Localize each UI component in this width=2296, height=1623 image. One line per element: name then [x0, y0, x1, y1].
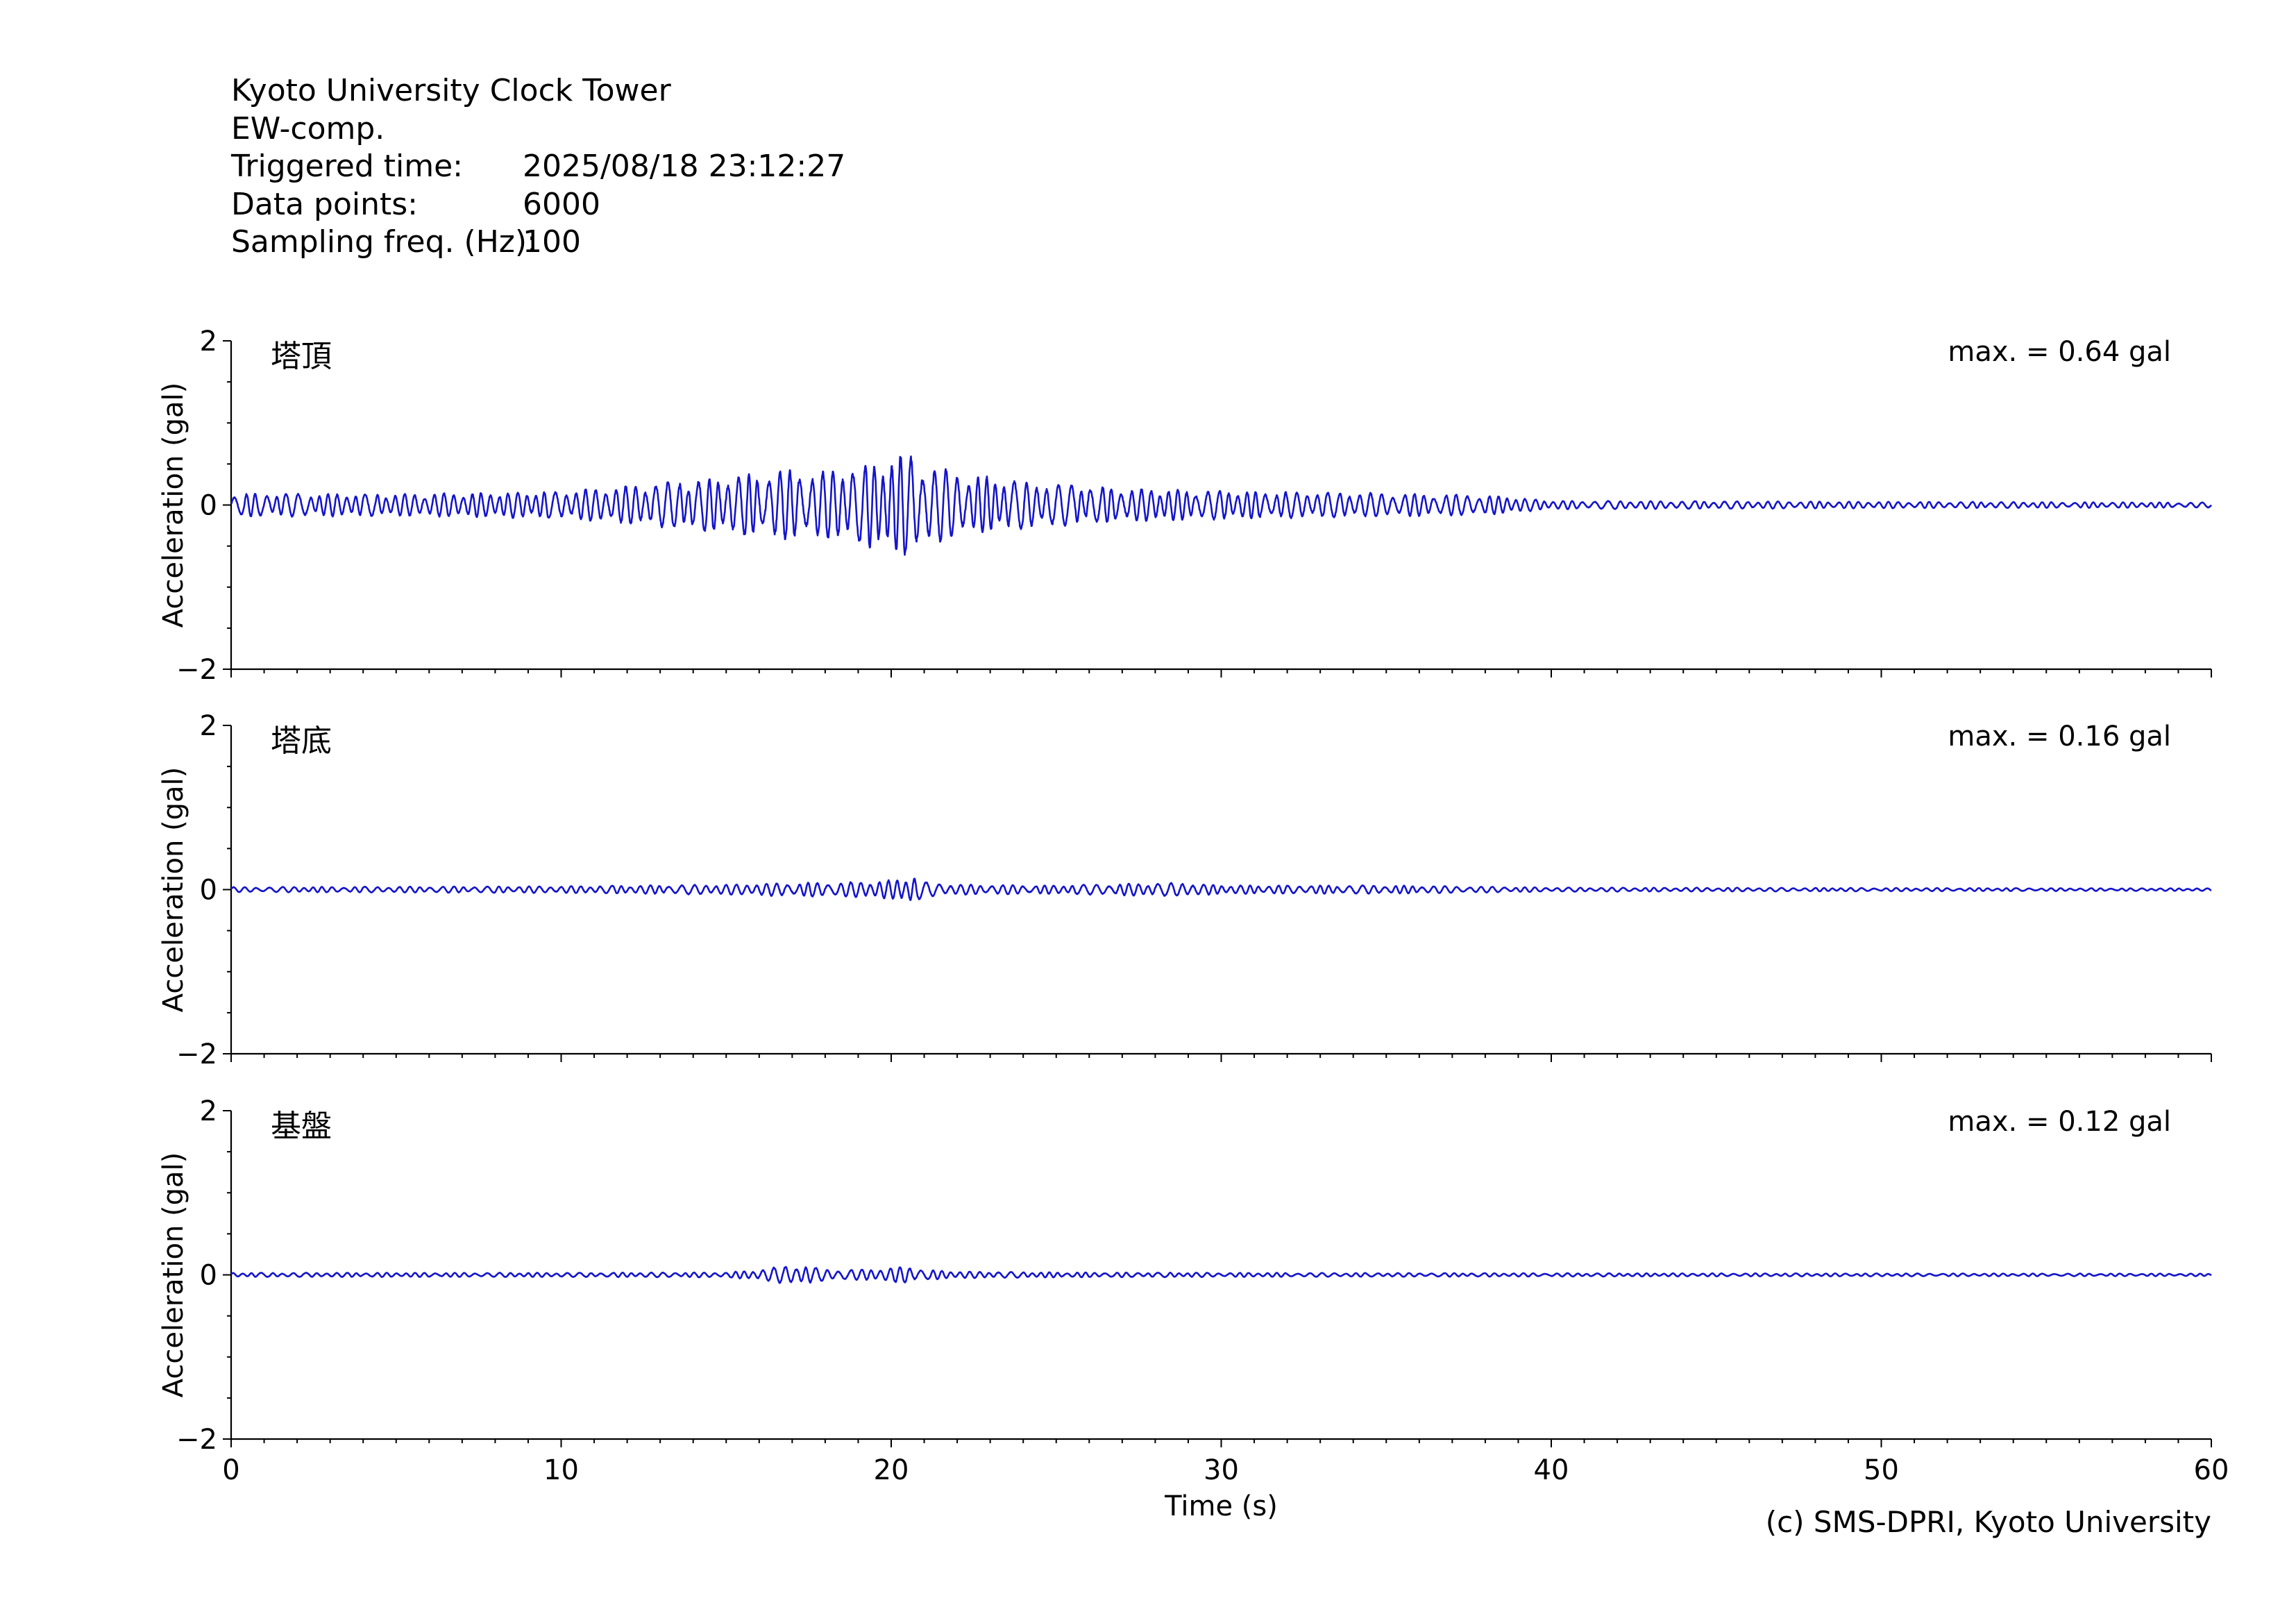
sampling-freq-row: Sampling freq. (Hz):100: [231, 224, 845, 262]
panel-3-xtick-label: 10: [543, 1454, 579, 1486]
panel-3-xtick-label: 0: [222, 1454, 239, 1486]
panel-1-waveform: [230, 455, 2213, 556]
panel-3-waveform: [230, 1265, 2212, 1284]
data-points-value: 6000: [523, 186, 600, 222]
panel-1-ytick-label: 0: [200, 490, 217, 522]
component-label: EW-comp.: [231, 110, 385, 146]
sampling-freq-value: 100: [523, 224, 581, 260]
panel-3-xtick-label: 40: [1534, 1454, 1569, 1486]
panel-3-max-annotation: max. = 0.12 gal: [1948, 1106, 2171, 1138]
panel-3-station-label: 基盤: [271, 1109, 332, 1144]
triggered-time-label: Triggered time:: [231, 149, 463, 184]
panel-2-waveform: [230, 877, 2212, 901]
panel-2-ytick-label: −2: [176, 1038, 217, 1070]
triggered-time-value: 2025/08/18 23:12:27: [523, 149, 846, 184]
panel-2-ytick-label: 0: [200, 875, 217, 907]
panel-2-station-label: 塔底: [271, 723, 332, 759]
triggered-time-row: Triggered time: 2025/08/18 23:12:27: [231, 148, 845, 186]
data-points-label: Data points:: [231, 186, 419, 222]
panel-1-max-annotation: max. = 0.64 gal: [1948, 336, 2171, 368]
panel-3-xtick-label: 20: [874, 1454, 909, 1486]
panel-3-xtick-label: 60: [2194, 1454, 2229, 1486]
panel-1-ylabel: Acceleration (gal): [158, 382, 189, 628]
copyright-note: (c) SMS-DPRI, Kyoto University: [1765, 1505, 2211, 1539]
panel-3-ytick-label: 2: [200, 1095, 217, 1127]
panel-3-ylabel: Acceleration (gal): [158, 1152, 189, 1398]
panel-3-ytick-label: −2: [176, 1424, 217, 1456]
panel-1-ytick-label: −2: [176, 654, 217, 686]
panel-1-station-label: 塔頂: [271, 339, 332, 374]
panel-3-xtick-label: 30: [1204, 1454, 1239, 1486]
panel-3-xtick-label: 50: [1864, 1454, 1899, 1486]
data-points-row: Data points: 6000: [231, 186, 845, 224]
record-header: Kyoto University Clock Tower EW-comp. Tr…: [231, 72, 845, 262]
panel-1-ytick-label: 2: [200, 326, 217, 358]
station-name: Kyoto University Clock Tower: [231, 73, 671, 108]
panel-3-ytick-label: 0: [200, 1260, 217, 1292]
panel-2-max-annotation: max. = 0.16 gal: [1948, 721, 2171, 752]
panel-2-ylabel: Acceleration (gal): [158, 767, 189, 1013]
panel-2-ytick-label: 2: [200, 710, 217, 742]
panel-3-xlabel: Time (s): [1164, 1490, 1278, 1522]
